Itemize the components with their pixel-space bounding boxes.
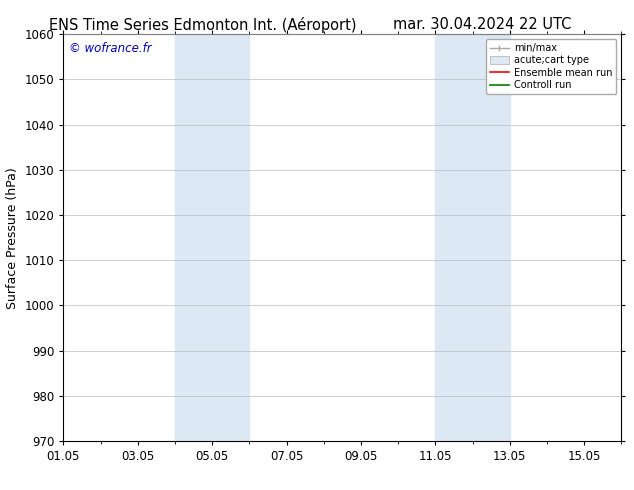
Text: ENS Time Series Edmonton Int. (Aéroport): ENS Time Series Edmonton Int. (Aéroport)	[49, 17, 357, 33]
Y-axis label: Surface Pressure (hPa): Surface Pressure (hPa)	[6, 167, 19, 309]
Title: ENS Time Series Edmonton Int. (Aéroport)      mar. 30.04.2024 22 UTC: ENS Time Series Edmonton Int. (Aéroport)…	[0, 489, 1, 490]
Text: mar. 30.04.2024 22 UTC: mar. 30.04.2024 22 UTC	[392, 17, 571, 32]
Bar	[175, 34, 249, 441]
Legend: min/max, acute;cart type, Ensemble mean run, Controll run: min/max, acute;cart type, Ensemble mean …	[486, 39, 616, 94]
Bar	[436, 34, 510, 441]
Text: © wofrance.fr: © wofrance.fr	[69, 43, 152, 55]
